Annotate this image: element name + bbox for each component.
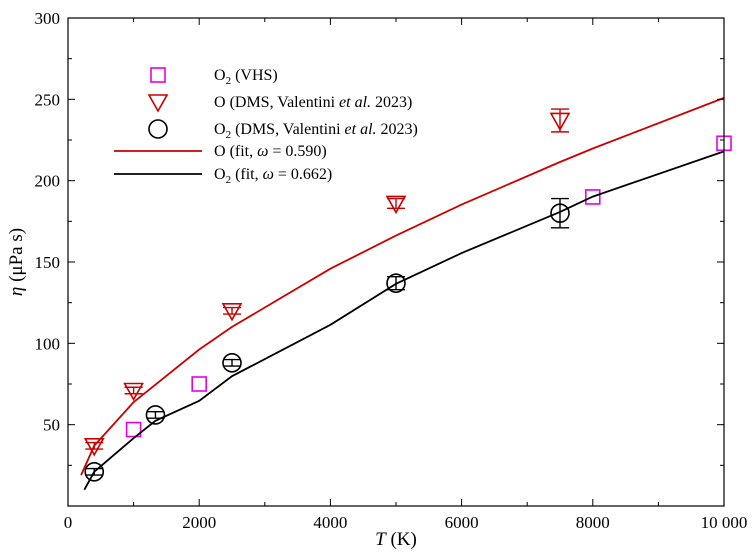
legend-marker — [147, 94, 169, 113]
fit-line-o2_fit — [83, 150, 725, 491]
x-tick-label: 4000 — [313, 513, 347, 532]
data-point-o2_vhs — [125, 421, 142, 438]
data-point-o_dms — [83, 438, 105, 457]
legend-item-o2_vhs: O2 (VHS) — [150, 67, 278, 87]
data-point-o2_vhs — [584, 189, 601, 205]
series-o_fit — [80, 97, 725, 476]
data-point-o2_dms — [145, 405, 166, 425]
data-point-o2_dms — [550, 203, 570, 223]
data-point-o_dms — [221, 302, 243, 322]
legend: O2 (VHS) O (DMS, Valentini et al. 2023) O2… — [114, 67, 418, 186]
data-point-o2_dms — [222, 353, 242, 373]
data-point-o_dms — [123, 382, 144, 402]
y-tick-label: 250 — [35, 90, 61, 109]
plot-area — [80, 97, 732, 491]
y-tick-label: 150 — [35, 253, 61, 272]
series-o_dms — [83, 108, 571, 457]
legend-marker — [150, 67, 166, 83]
y-axis-label: η (μPa s) — [6, 228, 27, 296]
x-axis-label: T (K) — [375, 529, 417, 550]
axes: 0 2000 4000 6000 8000 10 000 50 100 150 200 250 300… — [6, 9, 747, 550]
legend-label: O2 (DMS, Valentini et al. 2023) — [214, 121, 418, 141]
legend-item-o2_fit: O2 (fit, ω = 0.662) — [114, 166, 332, 186]
legend-item-o2_dms: O2 (DMS, Valentini et al. 2023) — [148, 119, 418, 141]
legend-marker — [148, 119, 168, 139]
legend-label: O (fit, ω = 0.590) — [214, 143, 327, 160]
data-point-o_dms — [385, 195, 407, 215]
data-point-o2_dms — [386, 273, 406, 293]
y-tick-label: 200 — [35, 172, 61, 191]
fit-line-o_fit — [80, 97, 725, 476]
data-point-o2_vhs — [191, 376, 207, 392]
plot-frame — [67, 17, 725, 507]
x-tick-label: 2000 — [182, 513, 216, 532]
x-tick-label: 0 — [64, 513, 73, 532]
x-tick-label: 8000 — [576, 513, 610, 532]
y-tick-label: 300 — [35, 9, 61, 28]
x-tick-label: 6000 — [445, 513, 479, 532]
legend-label: O (DMS, Valentini et al. 2023) — [214, 94, 412, 111]
series-o2_fit — [83, 150, 725, 491]
legend-item-o_fit: O (fit, ω = 0.590) — [114, 143, 327, 160]
y-tick-label: 100 — [35, 334, 61, 353]
data-point-o_dms — [549, 112, 571, 132]
legend-item-o_dms: O (DMS, Valentini et al. 2023) — [147, 94, 412, 113]
legend-label: O2 (VHS) — [214, 67, 278, 87]
data-point-o2_dms — [84, 462, 105, 482]
series-o2_dms — [84, 197, 570, 482]
legend-label: O2 (fit, ω = 0.662) — [214, 166, 332, 186]
y-tick-label: 50 — [43, 416, 60, 435]
x-tick-label: 10 000 — [701, 513, 748, 532]
